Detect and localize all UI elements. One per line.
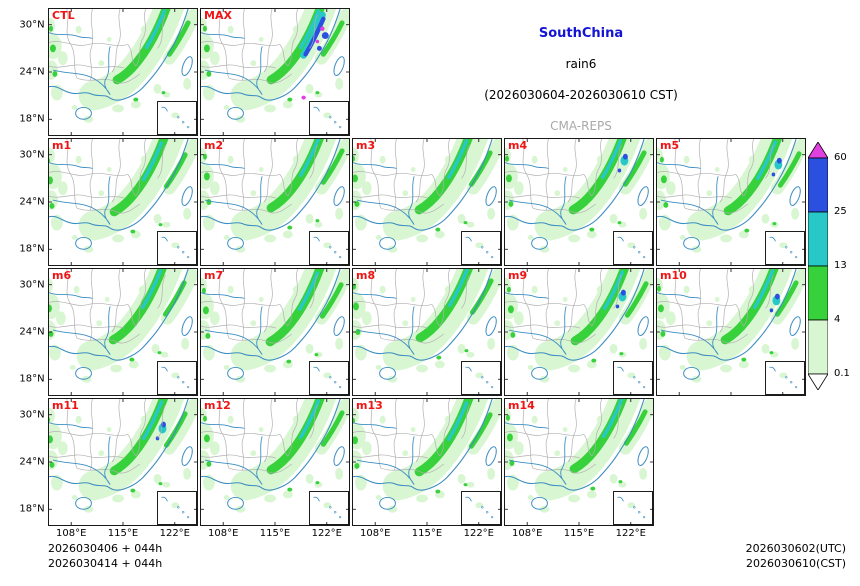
valid-time-cst: 2026030610(CST) <box>746 557 846 570</box>
lon-tick-label: 122°E <box>615 528 646 540</box>
lon-tick-label: 122°E <box>311 528 342 540</box>
map-panel-m7: m7 <box>200 268 350 396</box>
colorbar-segment-4-13 <box>808 265 828 321</box>
panel-label: MAX <box>204 9 232 22</box>
map-panel-m6: m6 30°N 24°N 18°N <box>19 268 198 396</box>
lat-tick-label: 18°N <box>19 113 45 125</box>
period-label: (2026030604-2026030610 CST) <box>484 88 678 102</box>
lon-tick-label: 108°E <box>511 528 543 540</box>
variable-label: rain6 <box>565 57 597 71</box>
title-block: SouthChina rain6 (2026030604-2026030610 … <box>358 8 804 133</box>
map-image <box>353 399 501 525</box>
init-time-block: 2026030406 + 044h 2026030414 + 044h <box>48 541 162 571</box>
colorbar-segment-01-4 <box>808 319 828 375</box>
lon-tick-label: 108°E <box>359 528 391 540</box>
panel-label: m8 <box>356 269 376 282</box>
panel-label: m6 <box>52 269 72 282</box>
map-panel-m9: m9 <box>504 268 654 396</box>
panel-label: m1 <box>52 139 72 152</box>
lat-tick-label: 24°N <box>19 66 45 78</box>
map-panel-m3: m3 <box>352 138 502 266</box>
map-image <box>505 269 653 395</box>
lat-tick-label: 18°N <box>19 373 45 385</box>
map-panel-m8: m8 <box>352 268 502 396</box>
colorbar-segment-25-60 <box>808 157 828 213</box>
panel-label: m14 <box>508 399 535 412</box>
map-image <box>201 139 349 265</box>
lat-tick-label: 18°N <box>19 243 45 255</box>
panel-label: m3 <box>356 139 376 152</box>
map-image <box>49 399 197 525</box>
map-panel-m5: m5 <box>656 138 806 266</box>
lon-tick-label: 108°E <box>207 528 239 540</box>
valid-time-utc: 2026030602(UTC) <box>745 542 846 555</box>
panel-label: m5 <box>660 139 680 152</box>
colorbar-tick-label: 4 <box>834 314 841 325</box>
lon-tick-label: 115°E <box>411 528 443 540</box>
map-panel-m11: m11 30°N 24°N 18°N 108°E 115°E 122°E <box>19 398 198 539</box>
lat-tick-label: 30°N <box>19 19 45 31</box>
map-image <box>657 269 805 395</box>
lon-tick-label: 115°E <box>259 528 291 540</box>
panel-label: m4 <box>508 139 528 152</box>
panel-label: m7 <box>204 269 224 282</box>
panel-label: m2 <box>204 139 224 152</box>
map-image <box>505 399 653 525</box>
map-panel-ctl: CTL 30°N 24°N 18°N <box>19 8 198 136</box>
colorbar-segment-13-25 <box>808 211 828 267</box>
colorbar-tick-label: 60 <box>834 152 847 163</box>
panel-label: CTL <box>52 9 75 22</box>
map-image <box>505 139 653 265</box>
map-image <box>49 269 197 395</box>
init-time-line-1: 2026030406 + 044h <box>48 542 163 555</box>
panel-label: m9 <box>508 269 528 282</box>
panel-label: m10 <box>660 269 687 282</box>
lon-tick-label: 122°E <box>159 528 190 540</box>
panel-label: m13 <box>356 399 383 412</box>
lat-tick-label: 30°N <box>19 409 45 421</box>
map-panel-m10: m10 <box>656 268 806 396</box>
valid-time-block: 2026030602(UTC) 2026030610(CST) <box>746 541 846 571</box>
lon-tick-label: 122°E <box>463 528 494 540</box>
colorbar-tick-label: 13 <box>834 260 847 271</box>
lat-tick-label: 30°N <box>19 279 45 291</box>
map-panel-m1: m1 30°N 24°N 18°N <box>19 138 198 266</box>
lat-tick-label: 30°N <box>19 149 45 161</box>
region-title: SouthChina <box>538 26 624 41</box>
model-label: CMA-REPS <box>550 119 612 133</box>
map-panel-m14: m14 108°E 115°E 122°E <box>504 398 654 539</box>
map-panel-m2: m2 <box>200 138 350 266</box>
lon-tick-label: 108°E <box>55 528 87 540</box>
map-panel-m4: m4 <box>504 138 654 266</box>
map-image <box>49 139 197 265</box>
lon-tick-label: 115°E <box>563 528 595 540</box>
colorbar-arrow-bottom <box>808 373 828 390</box>
map-panel-max: MAX <box>200 8 350 136</box>
map-image <box>201 399 349 525</box>
map-image <box>49 9 197 135</box>
map-image <box>201 9 349 135</box>
colorbar-scale <box>808 142 828 390</box>
colorbar-arrow-top <box>808 142 828 159</box>
map-panel-m12: m12 108°E 115°E 122°E <box>200 398 350 539</box>
lat-tick-label: 24°N <box>19 196 45 208</box>
map-panel-m13: m13 108°E 115°E 122°E <box>352 398 502 539</box>
lat-tick-label: 18°N <box>19 503 45 515</box>
map-image <box>353 139 501 265</box>
lat-tick-label: 24°N <box>19 326 45 338</box>
map-image <box>201 269 349 395</box>
lat-tick-label: 24°N <box>19 456 45 468</box>
panel-label: m11 <box>52 399 79 412</box>
colorbar: 60 25 13 4 0.1 <box>808 142 860 392</box>
map-image <box>657 139 805 265</box>
lon-tick-label: 115°E <box>107 528 139 540</box>
panel-label: m12 <box>204 399 231 412</box>
colorbar-tick-label: 25 <box>834 206 847 217</box>
map-image <box>353 269 501 395</box>
colorbar-tick-label: 0.1 <box>834 368 850 379</box>
init-time-line-2: 2026030414 + 044h <box>48 557 163 570</box>
